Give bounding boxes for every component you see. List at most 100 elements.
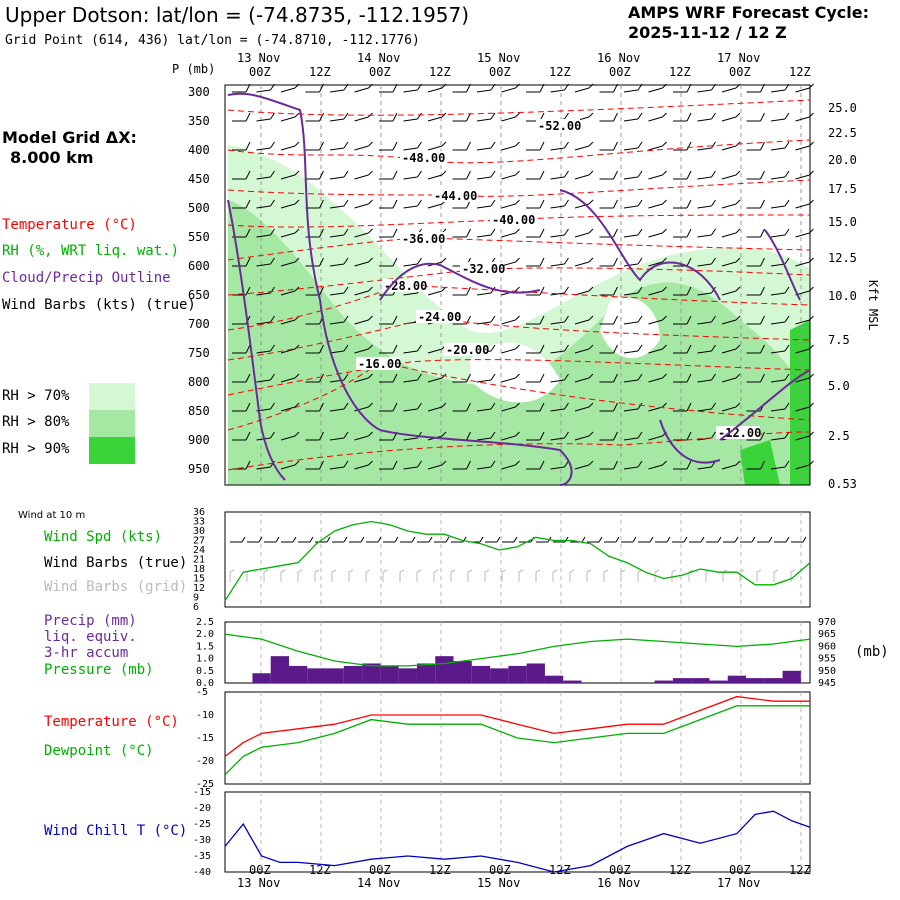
wind-barb-flag (539, 431, 545, 441)
wind-barb (403, 118, 418, 122)
temperature-label-bg (460, 262, 504, 275)
wind-barb (770, 292, 786, 296)
wind-barb (795, 116, 810, 122)
wind-barb (795, 319, 810, 325)
wind-barb-flag (368, 199, 373, 205)
wind10m-barb-grid-flag (484, 569, 490, 573)
precip-bar (380, 665, 399, 683)
wind-barb (770, 147, 786, 151)
wind-barb-flag (809, 315, 814, 321)
wind-barb-flag (588, 228, 594, 234)
height-tick-label: 0.53 (828, 477, 857, 491)
wind-barb-flag (686, 112, 692, 122)
wind-barb (697, 118, 712, 122)
wind-barb-flag (270, 199, 275, 207)
wind10m-barb-true-flag (275, 536, 280, 543)
wind-barb (795, 377, 810, 383)
wind-barb (550, 263, 565, 267)
bottom-time-label: 12Z (669, 863, 691, 877)
wind-panel-tick-label: 12 (193, 583, 205, 594)
wind-barb-flag (515, 141, 520, 147)
wind-barb-flag (294, 286, 300, 292)
wind10m-barb-grid-flag (756, 569, 762, 573)
wind-barb-flag (245, 460, 251, 470)
wind-barb-flag (368, 431, 373, 437)
wind-barb (354, 203, 369, 209)
precip-bar (508, 665, 527, 683)
wind-barb-flag (539, 344, 545, 354)
wind-barb-flag (588, 170, 594, 176)
temperature-contour-label: -20.00 (446, 343, 489, 357)
wind-barb-flag (711, 228, 716, 236)
legend-precip2: liq. equiv. (44, 629, 137, 645)
wind-barb (697, 89, 712, 93)
wind-barb-flag (784, 257, 790, 265)
wind-barb (721, 87, 737, 93)
wind-barb (550, 176, 565, 180)
wind-barb (501, 319, 516, 325)
wind-barb (427, 145, 443, 151)
wind-barb (550, 89, 565, 93)
wind-barb (550, 350, 565, 354)
wind-barb (280, 406, 296, 412)
wind10m-barb-true-flag (241, 536, 246, 543)
wind-barb (697, 408, 712, 412)
wind-barb (329, 321, 345, 325)
wind-barb-flag (760, 344, 765, 354)
legend-precip3: 3-hr accum (44, 645, 129, 661)
wind-barb (256, 147, 271, 151)
wind-barb (697, 379, 712, 383)
wind-barb (623, 263, 639, 267)
height-tick-label: 25.0 (828, 101, 857, 115)
wind-barb-flag (294, 228, 300, 234)
precip-bar (727, 675, 747, 683)
temperature-contour-9 (227, 359, 811, 396)
wind-barb (256, 263, 271, 267)
wind-barb-flag (368, 228, 373, 234)
wind-barb (795, 87, 810, 93)
wind-barb (329, 466, 345, 470)
temperature-contour-label: -12.00 (718, 426, 761, 440)
windchill-panel-frame (224, 791, 811, 873)
wind-barb-flag (662, 344, 667, 350)
wind-barb (721, 203, 737, 209)
wind-barb-flag (735, 460, 741, 466)
wind-barb (329, 89, 345, 93)
wind-panel-tick-label: 15 (193, 574, 205, 585)
wind10m-barb-grid-flag (416, 569, 422, 573)
precip-bar (654, 680, 673, 683)
wind-barb (256, 118, 271, 122)
wind-barb-flag (637, 141, 643, 149)
wind-barb-flag (319, 373, 324, 383)
wind-panel-tick-label: 24 (193, 545, 205, 556)
page-title: Upper Dotson: lat/lon = (-74.8735, -112.… (5, 3, 470, 27)
cloud-outline-2 (227, 199, 286, 481)
wind-barb (574, 319, 590, 325)
temp-panel-tick-label: -20 (196, 756, 214, 767)
wind-barb-flag (319, 431, 324, 441)
wind-barb (329, 234, 345, 238)
wind10m-label: Wind at 10 m (18, 510, 86, 521)
wind-barb-flag (711, 315, 716, 323)
wind-barb (329, 292, 345, 296)
wind-barb-flag (515, 257, 520, 263)
precip-bar (416, 663, 436, 683)
wind-barb (770, 89, 786, 93)
wind10m-barb-grid-flag (229, 569, 235, 573)
wind-panel-tick-label: 27 (193, 536, 205, 547)
wind-barb-flag (368, 402, 373, 408)
wind-barb (256, 234, 271, 238)
wind10m-barb-true-flag (564, 536, 569, 543)
wind-barb-flag (735, 315, 741, 321)
wind10m-barb-grid-flag (467, 569, 473, 573)
wind-barb (354, 87, 369, 93)
wind-barb-flag (417, 344, 422, 352)
wind-barb-flag (441, 141, 447, 147)
wind-barb-flag (270, 228, 275, 236)
temperature-label-bg (400, 151, 444, 164)
wind10m-barb-true-flag (445, 536, 450, 543)
wind-barb-flag (711, 431, 716, 439)
pressure-tick-label: 700 (188, 317, 210, 331)
time-height-frame (224, 84, 811, 486)
